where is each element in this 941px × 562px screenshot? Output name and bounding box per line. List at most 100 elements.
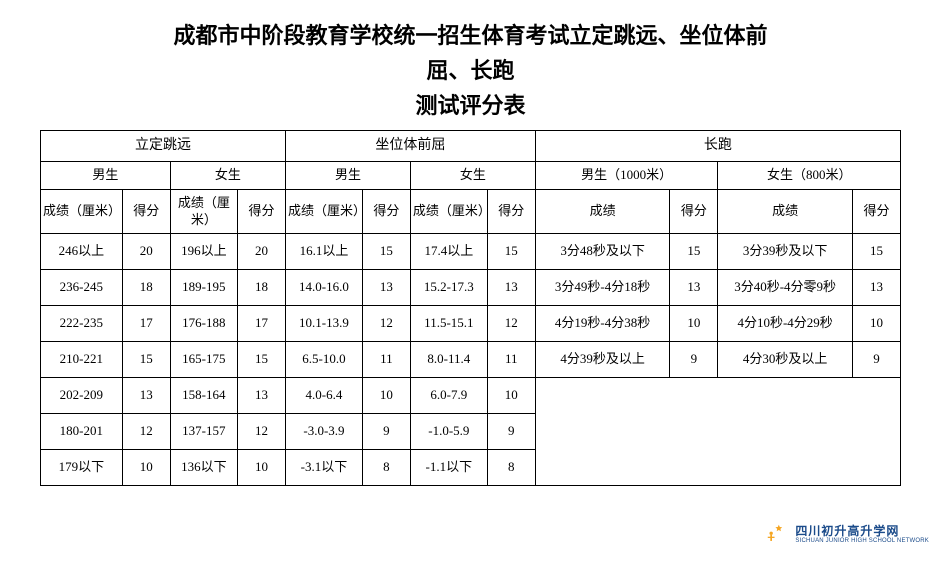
table-cell: 10 <box>237 449 285 485</box>
table-row: 236-24518189-1951814.0-16.01315.2-17.313… <box>41 270 901 306</box>
table-cell: -1.0-5.9 <box>410 413 487 449</box>
table-cell: 17.4以上 <box>410 234 487 270</box>
col-slj-m-result: 成绩（厘米） <box>41 189 123 234</box>
table-cell: 13 <box>670 270 718 306</box>
table-cell: 222-235 <box>41 306 123 342</box>
table-cell: 136以下 <box>170 449 237 485</box>
table-cell: 9 <box>670 342 718 378</box>
table-cell: 11 <box>487 342 535 378</box>
table-cell: -3.0-3.9 <box>286 413 363 449</box>
table-cell: 8.0-11.4 <box>410 342 487 378</box>
table-cell: 165-175 <box>170 342 237 378</box>
logo-text-cn: 四川初升高升学网 <box>795 525 929 538</box>
page-title: 成都市中阶段教育学校统一招生体育考试立定跳远、坐位体前 屈、长跑 测试评分表 <box>40 18 901 124</box>
table-cell: 15 <box>122 342 170 378</box>
table-cell: 189-195 <box>170 270 237 306</box>
group-standing-long-jump: 立定跳远 <box>41 130 286 161</box>
table-cell: 180-201 <box>41 413 123 449</box>
table-cell: 20 <box>237 234 285 270</box>
table-cell: 12 <box>237 413 285 449</box>
table-cell: 8 <box>362 449 410 485</box>
table-cell: 17 <box>237 306 285 342</box>
table-merged-empty <box>535 377 900 485</box>
group-long-run: 长跑 <box>535 130 900 161</box>
table-cell: 3分40秒-4分零9秒 <box>718 270 853 306</box>
table-cell: 14.0-16.0 <box>286 270 363 306</box>
table-cell: 13 <box>122 377 170 413</box>
table-row: 210-22115165-175156.5-10.0118.0-11.4114分… <box>41 342 901 378</box>
table-cell: -1.1以下 <box>410 449 487 485</box>
col-run-m-result: 成绩 <box>535 189 670 234</box>
col-slj-f-result: 成绩（厘米） <box>170 189 237 234</box>
table-cell: 179以下 <box>41 449 123 485</box>
table-row: 246以上20196以上2016.1以上1517.4以上153分48秒及以下15… <box>41 234 901 270</box>
table-cell: 15 <box>487 234 535 270</box>
table-cell: 12 <box>122 413 170 449</box>
table-cell: 8 <box>487 449 535 485</box>
table-cell: 4分39秒及以上 <box>535 342 670 378</box>
table-cell: 12 <box>362 306 410 342</box>
table-cell: 17 <box>122 306 170 342</box>
sub-sar-male: 男生 <box>286 161 411 189</box>
table-row: 222-23517176-1881710.1-13.91211.5-15.112… <box>41 306 901 342</box>
logo-crescent-icon <box>755 518 789 552</box>
table-cell: 210-221 <box>41 342 123 378</box>
title-line-2: 屈、长跑 <box>426 58 514 83</box>
table-cell: 10 <box>122 449 170 485</box>
sub-run-male: 男生（1000米） <box>535 161 718 189</box>
table-cell: 9 <box>487 413 535 449</box>
table-row: 202-20913158-164134.0-6.4106.0-7.910 <box>41 377 901 413</box>
col-slj-m-score: 得分 <box>122 189 170 234</box>
table-cell: 3分48秒及以下 <box>535 234 670 270</box>
table-cell: 12 <box>487 306 535 342</box>
table-cell: 3分39秒及以下 <box>718 234 853 270</box>
col-run-f-score: 得分 <box>852 189 900 234</box>
table-cell: 10 <box>670 306 718 342</box>
table-cell: 158-164 <box>170 377 237 413</box>
sub-slj-male: 男生 <box>41 161 171 189</box>
table-cell: 246以上 <box>41 234 123 270</box>
table-cell: 13 <box>487 270 535 306</box>
table-cell: 15 <box>362 234 410 270</box>
col-run-m-score: 得分 <box>670 189 718 234</box>
table-cell: 13 <box>362 270 410 306</box>
table-cell: 196以上 <box>170 234 237 270</box>
table-cell: 16.1以上 <box>286 234 363 270</box>
table-cell: 11.5-15.1 <box>410 306 487 342</box>
table-cell: 6.5-10.0 <box>286 342 363 378</box>
logo-text: 四川初升高升学网 SICHUAN JUNIOR HIGH SCHOOL NETW… <box>795 525 929 545</box>
table-body: 246以上20196以上2016.1以上1517.4以上153分48秒及以下15… <box>41 234 901 485</box>
table-cell: 4分10秒-4分29秒 <box>718 306 853 342</box>
table-cell: 10.1-13.9 <box>286 306 363 342</box>
table-cell: 3分49秒-4分18秒 <box>535 270 670 306</box>
sub-slj-female: 女生 <box>170 161 285 189</box>
col-run-f-result: 成绩 <box>718 189 853 234</box>
site-logo: 四川初升高升学网 SICHUAN JUNIOR HIGH SCHOOL NETW… <box>755 518 929 552</box>
table-cell: 6.0-7.9 <box>410 377 487 413</box>
sub-sar-female: 女生 <box>410 161 535 189</box>
col-sar-m-result: 成绩（厘米） <box>286 189 363 234</box>
table-cell: 176-188 <box>170 306 237 342</box>
table-cell: 9 <box>852 342 900 378</box>
table-cell: 18 <box>237 270 285 306</box>
table-cell: 4分19秒-4分38秒 <box>535 306 670 342</box>
table-cell: 18 <box>122 270 170 306</box>
col-slj-f-score: 得分 <box>237 189 285 234</box>
table-cell: 11 <box>362 342 410 378</box>
table-cell: 13 <box>852 270 900 306</box>
table-cell: 15.2-17.3 <box>410 270 487 306</box>
table-cell: -3.1以下 <box>286 449 363 485</box>
score-table: 立定跳远 坐位体前屈 长跑 男生 女生 男生 女生 男生（1000米） 女生（8… <box>40 130 901 486</box>
table-cell: 4分30秒及以上 <box>718 342 853 378</box>
group-sit-and-reach: 坐位体前屈 <box>286 130 536 161</box>
table-cell: 202-209 <box>41 377 123 413</box>
title-line-1: 成都市中阶段教育学校统一招生体育考试立定跳远、坐位体前 <box>173 23 767 48</box>
col-sar-f-result: 成绩（厘米） <box>410 189 487 234</box>
table-cell: 10 <box>362 377 410 413</box>
table-head: 立定跳远 坐位体前屈 长跑 男生 女生 男生 女生 男生（1000米） 女生（8… <box>41 130 901 234</box>
table-cell: 236-245 <box>41 270 123 306</box>
table-cell: 15 <box>852 234 900 270</box>
title-line-3: 测试评分表 <box>415 93 525 118</box>
table-cell: 15 <box>237 342 285 378</box>
table-cell: 10 <box>852 306 900 342</box>
